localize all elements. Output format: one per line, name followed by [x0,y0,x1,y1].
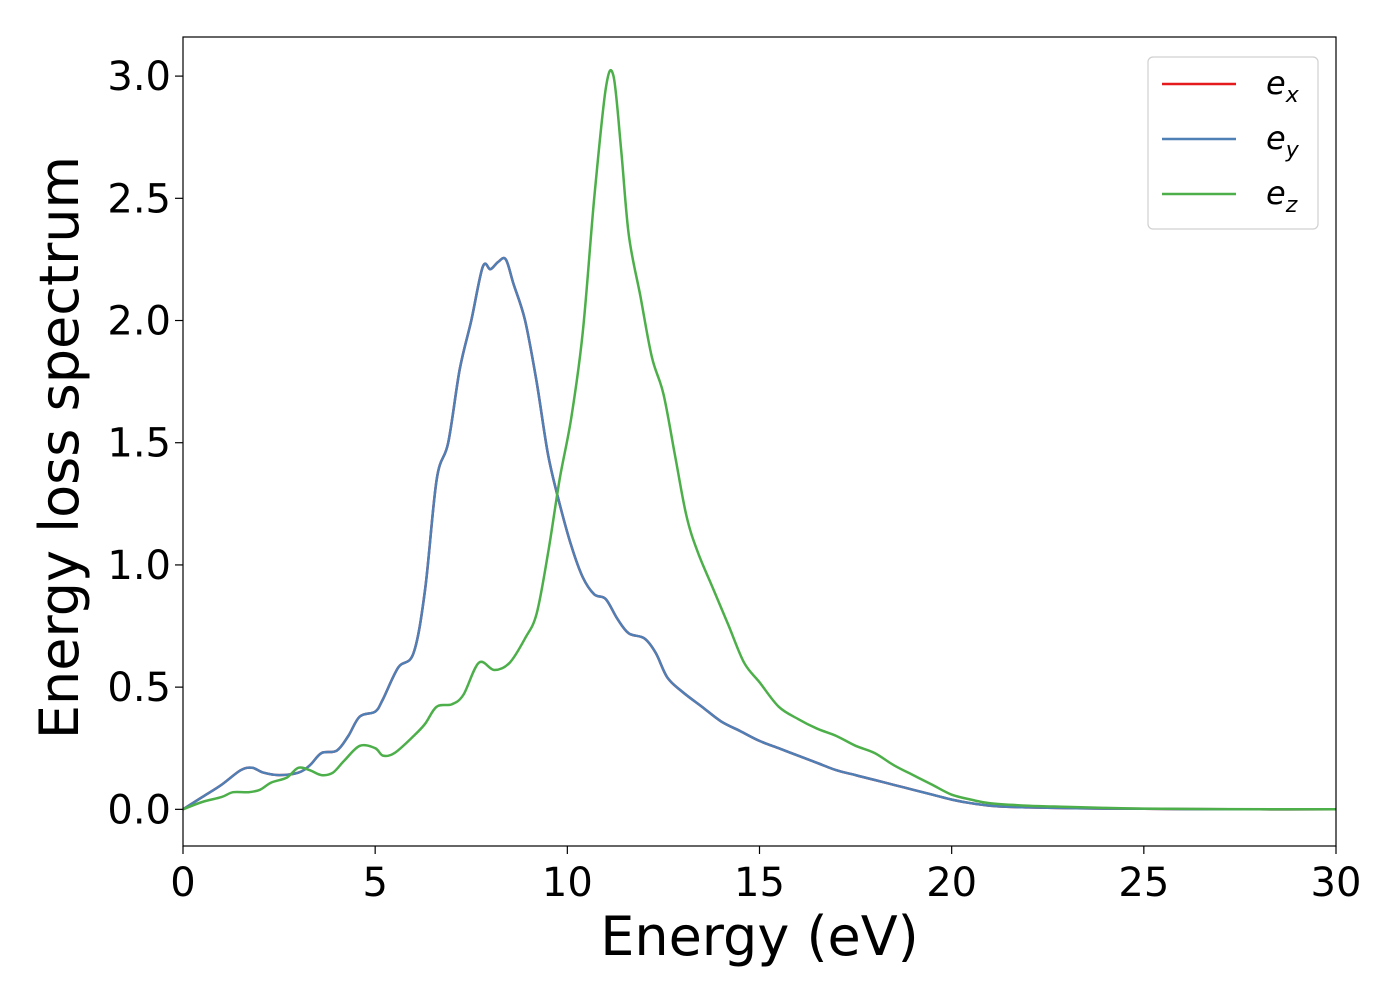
y-tick-label: 2.0 [107,299,171,345]
series-line-ez [182,68,1337,811]
y-tick-label: 1.0 [107,543,171,589]
y-axis-label: Energy loss spectrum [28,156,91,739]
series-line-ey [182,256,1337,811]
y-tick-label: 1.5 [107,421,171,467]
x-tick-label: 30 [1311,860,1362,906]
x-tick-label: 20 [926,860,977,906]
x-axis-label: Energy (eV) [600,905,919,968]
y-tick-label: 0.0 [107,787,171,833]
y-tick-label: 0.5 [107,665,171,711]
series-line-ex [182,256,1337,811]
legend: ex ey ez [1147,56,1319,230]
legend-entry: ey [1266,119,1300,163]
y-axis-ticks: 0.0 0.5 1.0 1.5 2.0 2.5 3.0 [107,54,183,833]
x-tick-label: 15 [734,860,785,906]
x-tick-label: 25 [1118,860,1169,906]
y-tick-label: 2.5 [107,176,171,222]
legend-entry: ex [1266,64,1300,108]
y-tick-label: 3.0 [107,54,171,100]
x-axis-ticks: 0 5 10 15 20 25 30 [170,846,1361,906]
x-tick-label: 0 [170,860,195,906]
series-layer [182,68,1337,811]
legend-entry: ez [1266,174,1298,218]
x-tick-label: 5 [362,860,387,906]
x-tick-label: 10 [542,860,593,906]
legend-box [1147,56,1319,230]
